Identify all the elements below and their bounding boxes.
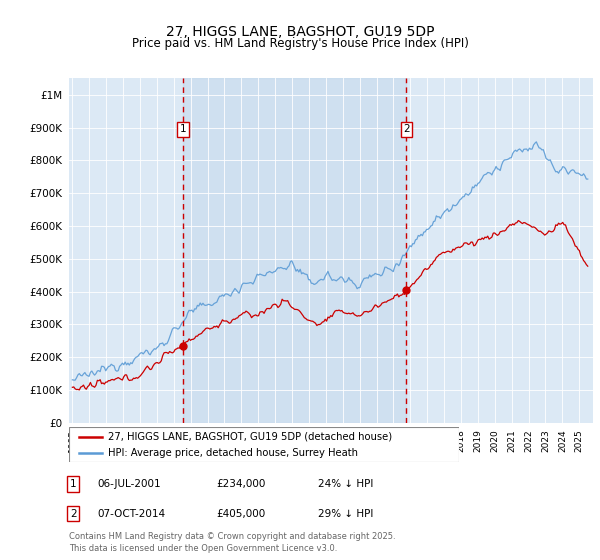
Text: Price paid vs. HM Land Registry's House Price Index (HPI): Price paid vs. HM Land Registry's House … <box>131 37 469 50</box>
Text: 06-JUL-2001: 06-JUL-2001 <box>97 479 161 489</box>
Text: 2: 2 <box>403 124 410 134</box>
Text: £405,000: £405,000 <box>216 508 265 519</box>
Text: 27, HIGGS LANE, BAGSHOT, GU19 5DP (detached house): 27, HIGGS LANE, BAGSHOT, GU19 5DP (detac… <box>108 432 392 442</box>
Text: 1: 1 <box>70 479 77 489</box>
FancyBboxPatch shape <box>69 427 459 462</box>
Text: £234,000: £234,000 <box>216 479 265 489</box>
Text: 24% ↓ HPI: 24% ↓ HPI <box>318 479 373 489</box>
Text: HPI: Average price, detached house, Surrey Heath: HPI: Average price, detached house, Surr… <box>108 449 358 458</box>
Text: 2: 2 <box>70 508 77 519</box>
Text: 07-OCT-2014: 07-OCT-2014 <box>97 508 166 519</box>
Text: 29% ↓ HPI: 29% ↓ HPI <box>318 508 373 519</box>
Text: 27, HIGGS LANE, BAGSHOT, GU19 5DP: 27, HIGGS LANE, BAGSHOT, GU19 5DP <box>166 26 434 39</box>
Bar <box>183 78 406 423</box>
Text: 1: 1 <box>179 124 186 134</box>
Text: Contains HM Land Registry data © Crown copyright and database right 2025.
This d: Contains HM Land Registry data © Crown c… <box>69 533 395 553</box>
